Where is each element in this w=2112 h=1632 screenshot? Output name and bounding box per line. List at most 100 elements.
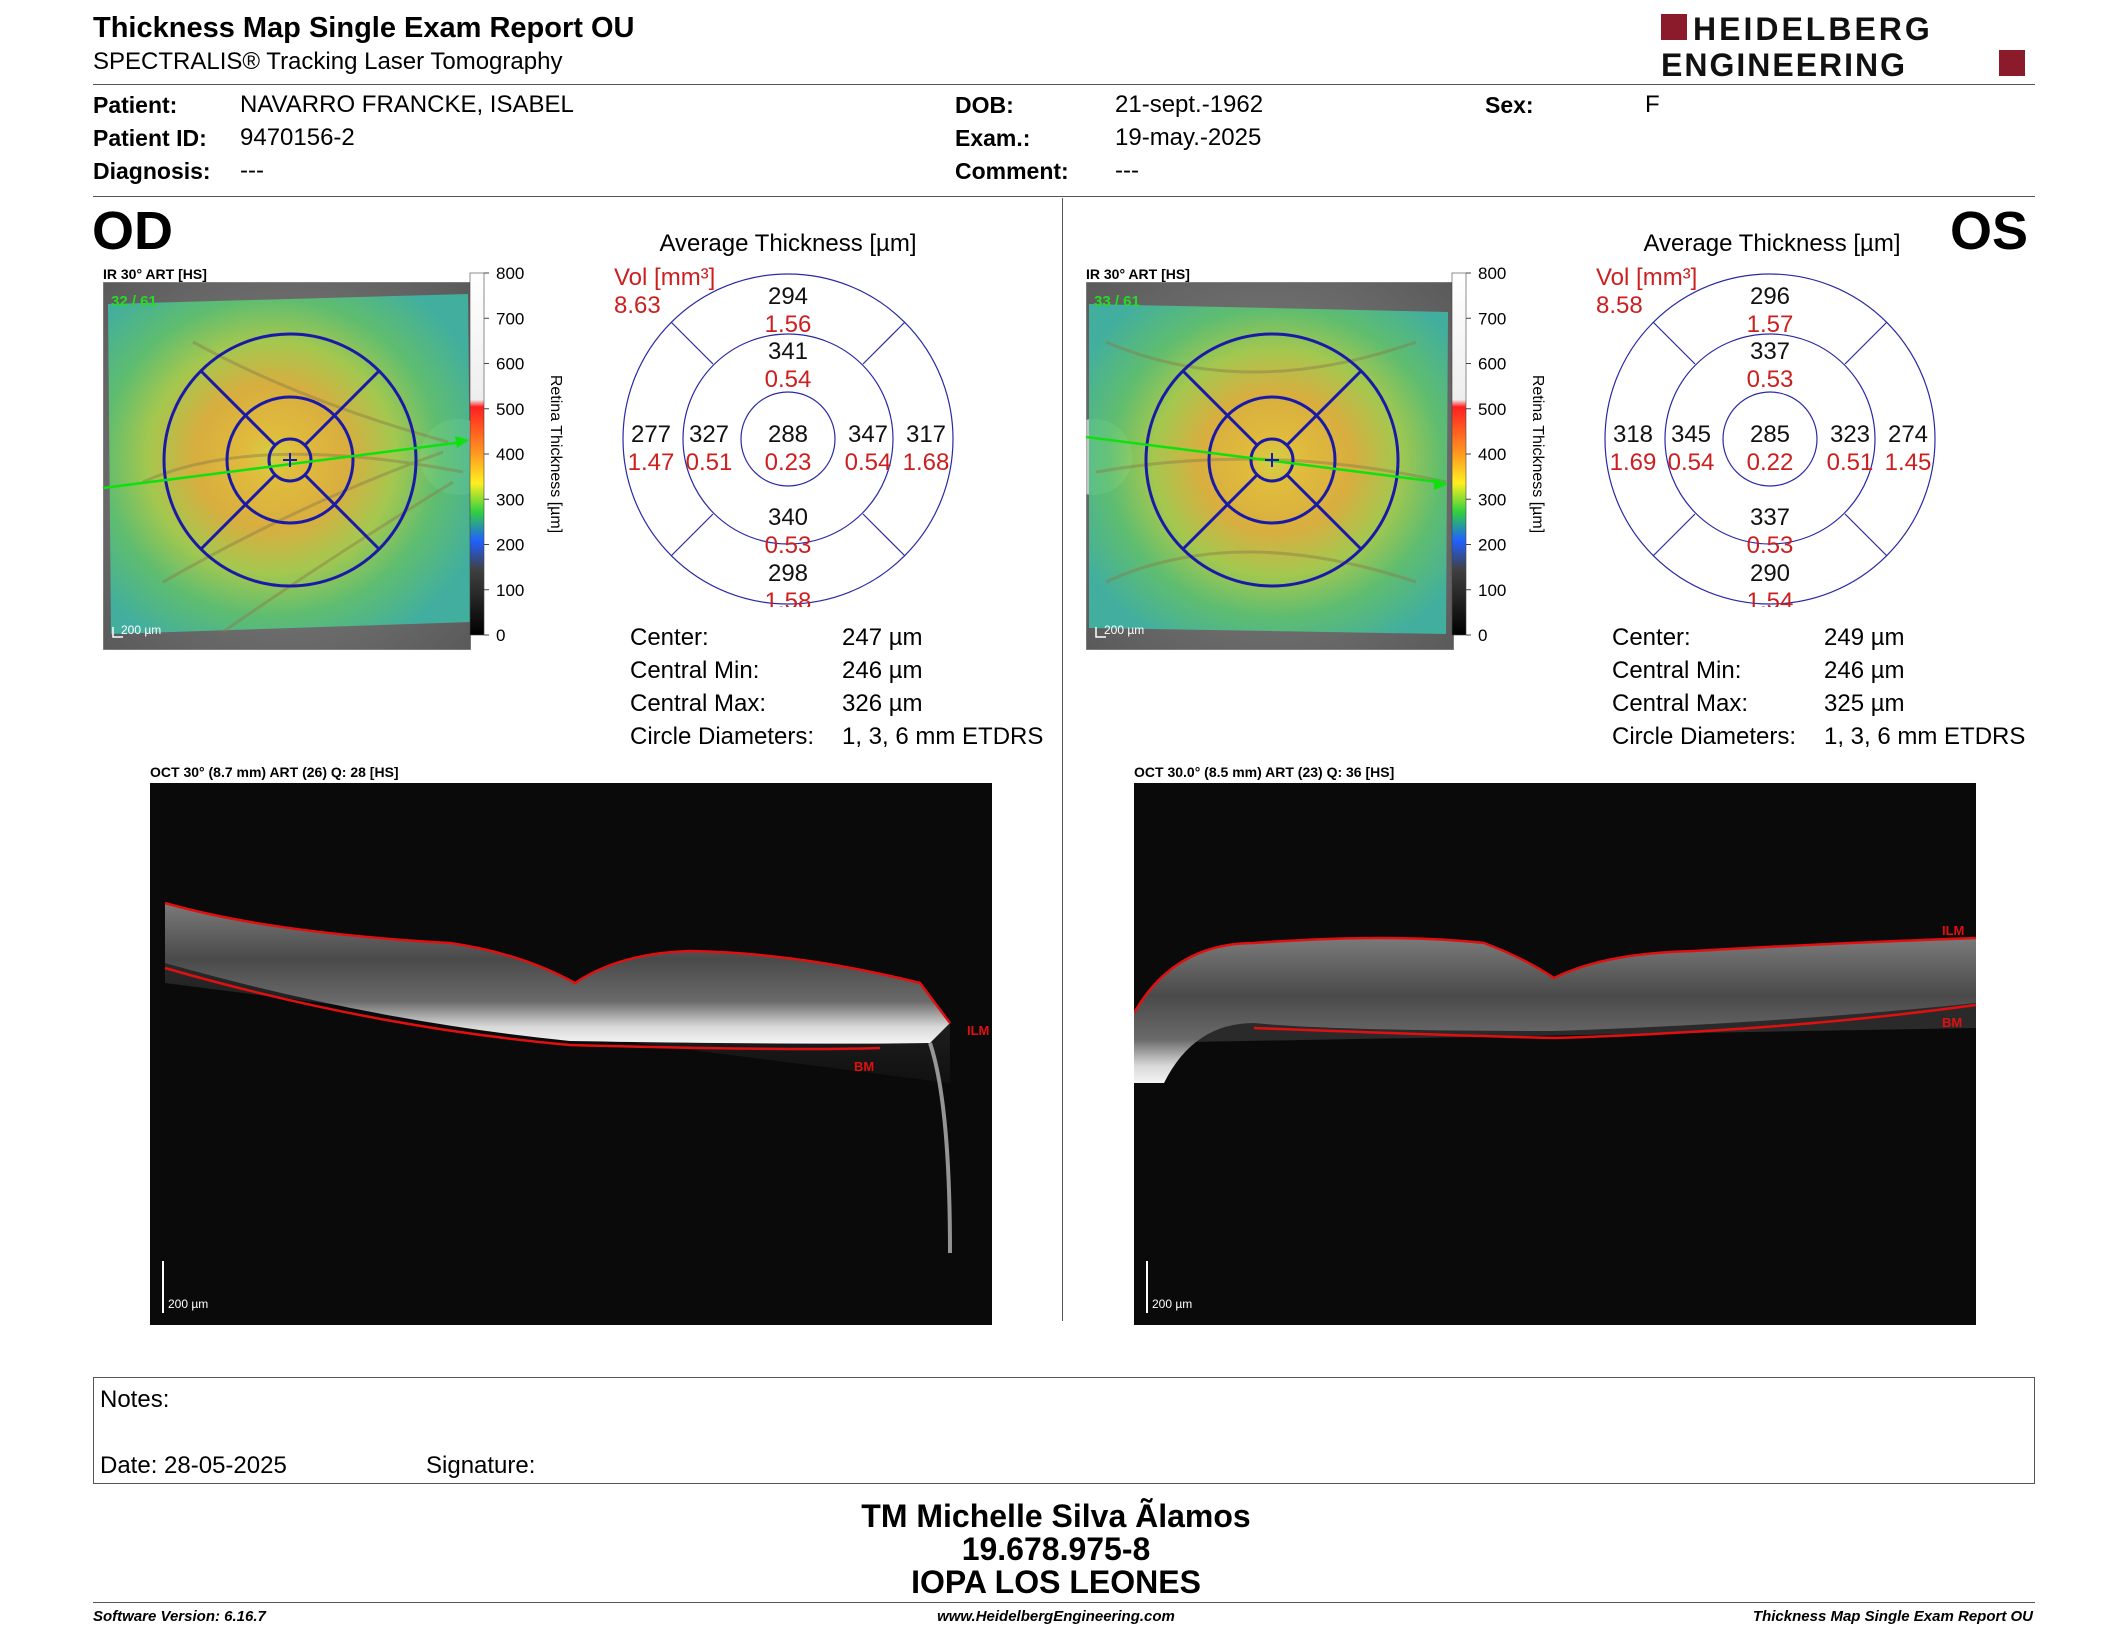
- os-stat-row: Central Max: 325 µm: [1612, 690, 1905, 718]
- os-volume-outer-bottom: 1.54: [1747, 588, 1794, 607]
- od-volume-inner-left: 0.51: [686, 449, 733, 476]
- od-thickness-inner-right: 347: [848, 421, 888, 448]
- divider-footer: [93, 1602, 2035, 1603]
- os-stat-value: 1, 3, 6 mm ETDRS: [1824, 723, 2026, 750]
- os-thickness-outer-left: 318: [1613, 421, 1653, 448]
- os-ir-scale-bar: 200 µm: [1104, 623, 1144, 637]
- od-thickness-outer-top: 294: [768, 283, 808, 310]
- os-etdrs-grid: 2961.573370.533181.693450.542850.223230.…: [1604, 273, 1936, 607]
- footer-software: Software Version: 6.16.7: [93, 1608, 266, 1625]
- os-thickness-title: Average Thickness [µm]: [1643, 230, 1901, 257]
- od-vol-label: Vol [mm³]: [614, 264, 716, 291]
- od-stat-label: Circle Diameters:: [630, 723, 815, 750]
- od-ir-counter: 32 / 61: [111, 293, 157, 310]
- logo-text-1: HEIDELBERG: [1693, 12, 1933, 47]
- os-volume-outer-left: 1.69: [1610, 449, 1657, 476]
- heidelberg-logo: HEIDELBERG ENGINEERING: [1661, 12, 2025, 80]
- od-ir-scale-bar: 200 µm: [121, 623, 161, 637]
- notes-label: Notes:: [100, 1386, 170, 1413]
- os-fundus-map: 33 / 61 200 µm: [1086, 282, 1454, 650]
- od-stat-row: Center: 247 µm: [630, 624, 923, 652]
- os-stat-row: Central Min: 246 µm: [1612, 657, 1905, 685]
- patient-value: NAVARRO FRANCKE, ISABEL: [240, 91, 574, 118]
- od-oct-label: OCT 30° (8.7 mm) ART (26) Q: 28 [HS]: [150, 764, 399, 780]
- patient-id-value: 9470156-2: [240, 124, 355, 151]
- od-volume-outer-right: 1.68: [903, 449, 950, 476]
- os-thickness-scale: 800 700 600 500 400 300 200 100 0 Retina Thickne…: [1451, 264, 1546, 645]
- footer-report: Thickness Map Single Exam Report OU: [1752, 1608, 2033, 1625]
- os-stat-value: 246 µm: [1824, 657, 1905, 684]
- od-thickness-outer-right: 317: [906, 421, 946, 448]
- od-vol-block: Vol [mm³] 8.63: [614, 264, 715, 320]
- dob-label: DOB:: [955, 92, 1014, 118]
- os-volume-inner-top: 0.53: [1747, 366, 1794, 393]
- signatory-institution: IOPA LOS LEONES: [911, 1564, 1201, 1600]
- patient-id-label: Patient ID:: [93, 125, 207, 151]
- od-eye-label: OD: [92, 201, 173, 261]
- scale-tick-label: 100: [1478, 581, 1506, 600]
- scale-tick-label: 0: [496, 626, 505, 645]
- scale-tick-label: 700: [1478, 309, 1506, 328]
- od-stat-label: Center:: [630, 624, 709, 651]
- scale-tick-label: 500: [496, 400, 524, 419]
- notes-signature-label: Signature:: [426, 1452, 536, 1479]
- scale-tick-label: 800: [1478, 264, 1506, 283]
- od-stat-label: Central Min:: [630, 657, 760, 684]
- scale-tick-label: 400: [496, 445, 524, 464]
- diagnosis-label: Diagnosis:: [93, 158, 211, 184]
- od-oct-bm: BM: [854, 1059, 874, 1074]
- od-volume-inner-top: 0.54: [765, 366, 812, 393]
- sex-label: Sex:: [1485, 92, 1534, 118]
- divider-info: [93, 196, 2035, 197]
- os-volume-outer-right: 1.45: [1885, 449, 1932, 476]
- os-volume-center: 0.22: [1747, 449, 1794, 476]
- sex-value: F: [1645, 91, 1660, 118]
- signatory-rut: 19.678.975-8: [961, 1531, 1151, 1567]
- os-volume-inner-right: 0.51: [1827, 449, 1874, 476]
- os-stat-value: 325 µm: [1824, 690, 1905, 717]
- os-thickness-outer-right: 274: [1888, 421, 1928, 448]
- scale-tick-label: 200: [1478, 536, 1506, 555]
- od-volume-outer-top: 1.56: [765, 311, 812, 338]
- os-thickness-inner-right: 323: [1830, 421, 1870, 448]
- od-thickness-outer-left: 277: [631, 421, 671, 448]
- scale-tick-label: 100: [496, 581, 524, 600]
- od-stat-label: Central Max:: [630, 690, 767, 717]
- os-stat-label: Center:: [1612, 624, 1691, 651]
- os-thickness-outer-top: 296: [1750, 283, 1790, 310]
- od-volume-outer-left: 1.47: [628, 449, 675, 476]
- logo-text-2: ENGINEERING: [1661, 47, 1907, 80]
- os-stat-value: 249 µm: [1824, 624, 1905, 651]
- logo-square-bottom: [1999, 50, 2025, 76]
- os-ir-counter: 33 / 61: [1094, 293, 1140, 310]
- os-thickness-inner-bottom: 337: [1750, 504, 1790, 531]
- od-stat-value: 326 µm: [842, 690, 923, 717]
- od-stat-row: Central Min: 246 µm: [630, 657, 923, 685]
- os-thickness-center: 285: [1750, 421, 1790, 448]
- od-fundus-map: 32 / 61 200 µm: [103, 282, 471, 650]
- os-vol-total: 8.58: [1596, 292, 1643, 319]
- od-stat-row: Central Max: 326 µm: [630, 690, 923, 718]
- scale-tick-label: 800: [496, 264, 524, 283]
- os-oct-bscan: ILM BM 200 µm: [1134, 783, 1976, 1325]
- scale-tick-label: 0: [1478, 626, 1487, 645]
- comment-label: Comment:: [955, 158, 1069, 184]
- od-thickness-center: 288: [768, 421, 808, 448]
- scale-tick-label: 200: [496, 536, 524, 555]
- os-volume-inner-bottom: 0.53: [1747, 532, 1794, 559]
- scale-tick-label: 700: [496, 309, 524, 328]
- od-ir-label: IR 30° ART [HS]: [103, 266, 207, 282]
- exam-value: 19-may.-2025: [1115, 124, 1262, 151]
- os-stat-row: Circle Diameters: 1, 3, 6 mm ETDRS: [1612, 723, 2025, 751]
- scale-tick-label: 400: [1478, 445, 1506, 464]
- os-oct-label: OCT 30.0° (8.5 mm) ART (23) Q: 36 [HS]: [1134, 764, 1395, 780]
- exam-label: Exam.:: [955, 125, 1031, 151]
- scale-tick-label: 600: [496, 355, 524, 374]
- od-volume-outer-bottom: 1.58: [765, 588, 812, 607]
- notes-box[interactable]: Notes: Date: 28-05-2025 Signature:: [93, 1377, 2035, 1484]
- od-thickness-inner-bottom: 340: [768, 504, 808, 531]
- od-thickness-scale: 800 700 600 500 400 300 200 100 0 Retina Thickne…: [469, 264, 564, 645]
- scale-tick-label: 300: [496, 490, 524, 509]
- footer-website[interactable]: www.HeidelbergEngineering.com: [937, 1608, 1175, 1625]
- os-thickness-outer-bottom: 290: [1750, 560, 1790, 587]
